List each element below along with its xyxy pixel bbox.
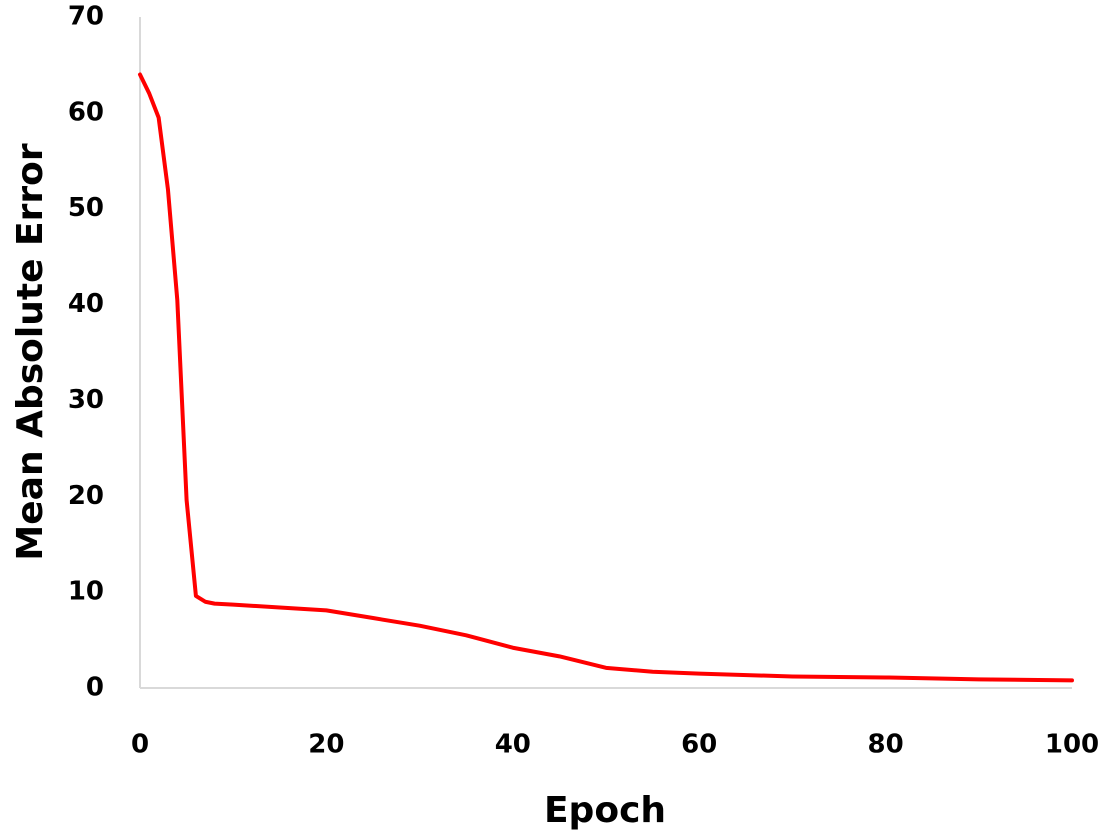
x-tick-label: 60 [681,730,717,760]
x-tick-label: 80 [868,730,904,760]
y-tick-label: 50 [68,193,104,223]
x-axis-title: Epoch [544,790,666,831]
y-tick-label: 30 [68,385,104,415]
data-line [138,72,1074,683]
x-tick-label: 40 [495,730,531,760]
y-tick-label: 0 [86,673,104,703]
x-tick-label: 20 [308,730,344,760]
x-tick-label: 100 [1045,730,1099,760]
y-tick-label: 10 [68,577,104,607]
y-tick-label: 20 [68,481,104,511]
y-tick-label: 60 [68,97,104,127]
x-tick-label: 0 [131,730,149,760]
y-tick-label: 40 [68,289,104,319]
y-tick-label: 70 [68,2,104,32]
y-axis-title: Mean Absolute Error [10,143,51,560]
